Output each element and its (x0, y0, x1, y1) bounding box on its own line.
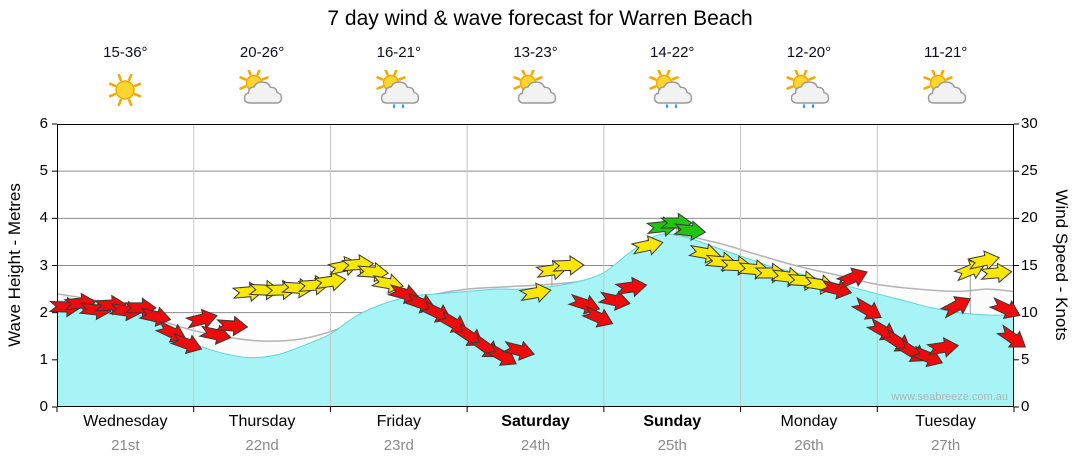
temperature-row: 15-36° 20-26° 16-21° 13-23° 14-22° 12-20… (57, 44, 1014, 61)
wind-arrow-red (939, 296, 972, 319)
weather-icon-sun-cloud-rain (330, 64, 467, 120)
day-date: 27th (931, 437, 961, 454)
day-name: Tuesday (915, 413, 977, 430)
wave-tick-label: 6 (39, 115, 48, 132)
wind-arrow-red (436, 310, 468, 333)
wave-tick-label: 0 (39, 398, 48, 415)
wind-arrow-yellow (630, 235, 664, 256)
temp-range: 14-22° (650, 44, 695, 61)
wind-arrow-red (419, 300, 452, 323)
wind-arrow-red (403, 292, 437, 314)
wave-tick-label: 4 (39, 209, 48, 227)
temp-range: 15-36° (103, 44, 148, 61)
wind-tick-label: 10 (1021, 303, 1038, 321)
y-axis-label-wind: Wind Speed - Knots (1052, 189, 1071, 341)
day-names-row: Wednesday Thursday Friday Saturday Sunda… (57, 413, 1014, 431)
weather-icons-row (57, 64, 1014, 120)
wind-tick-label: 30 (1021, 115, 1038, 132)
day-date: 22nd (245, 437, 279, 454)
wave-height-edge (56, 233, 1015, 359)
wind-arrow-yellow (979, 262, 1013, 284)
day-name: Monday (780, 413, 838, 430)
weather-icon-sun-cloud (877, 64, 1014, 120)
wind-arrow-red (215, 315, 249, 337)
wind-arrows (48, 212, 1027, 368)
wind-arrow-red (501, 340, 535, 361)
temp-range: 16-21° (376, 44, 421, 61)
wave-tick-label: 3 (39, 256, 48, 274)
forecast-plot-svg (48, 123, 1027, 412)
plot-border (57, 124, 1014, 407)
wave-tick-label: 1 (39, 350, 48, 368)
wave-tick-label: 5 (39, 162, 48, 180)
wind-arrow-green (673, 220, 707, 242)
wind-arrow-red (996, 324, 1027, 348)
wind-tick-label: 20 (1021, 209, 1038, 227)
weather-icon-sun-cloud (467, 64, 604, 120)
weather-icon-sun-cloud (194, 64, 331, 120)
wind-tick-label: 25 (1021, 162, 1038, 180)
wind-tick-label: 5 (1021, 350, 1030, 368)
wind-arrow-red (850, 296, 882, 320)
chart-title: 7 day wind & wave forecast for Warren Be… (327, 7, 753, 30)
wind-arrow-red (453, 322, 484, 346)
wind-arrow-red (138, 306, 172, 327)
day-date: 23rd (383, 437, 414, 454)
day-date: 25th (657, 437, 687, 454)
weather-icon-sun-cloud-rain (604, 64, 741, 120)
wind-arrow-yellow (551, 254, 585, 276)
watermark: www.seabreeze.com.au (891, 391, 1008, 403)
wind-arrow-red (881, 328, 912, 352)
wind-arrow-red (581, 305, 614, 328)
weather-icon-sun-cloud-rain (741, 64, 878, 120)
day-date: 26th (794, 437, 824, 454)
day-name: Friday (376, 413, 422, 430)
temp-range: 11-21° (924, 44, 968, 61)
day-name: Saturday (501, 413, 570, 430)
temp-range: 13-23° (513, 44, 558, 61)
wind-arrow-yellow (313, 270, 347, 292)
weather-icon-sunny (57, 64, 194, 120)
day-name: Sunday (643, 413, 702, 430)
wind-tick-label: 0 (1021, 398, 1030, 415)
wind-arrow-red (614, 276, 648, 298)
wind-arrow-yellow (518, 282, 552, 303)
plot-area (48, 123, 1027, 412)
wind-arrow-red (925, 337, 960, 358)
day-date: 21st (111, 437, 140, 454)
temp-range: 12-20° (786, 44, 832, 61)
wind-tick-label: 15 (1021, 256, 1038, 274)
wave-tick-label: 2 (39, 303, 48, 321)
day-name: Thursday (228, 413, 296, 430)
day-dates-row: 21st 22nd 23rd 24th 25th 26th 27th (57, 437, 1014, 454)
wind-arrow-red (184, 308, 218, 330)
day-date: 24th (520, 437, 551, 454)
wind-arrow-red (835, 267, 868, 290)
wind-arrow-red (988, 296, 1021, 320)
day-name: Wednesday (83, 413, 168, 430)
wind-arrow-red (169, 333, 203, 355)
temp-range: 20-26° (239, 44, 285, 61)
